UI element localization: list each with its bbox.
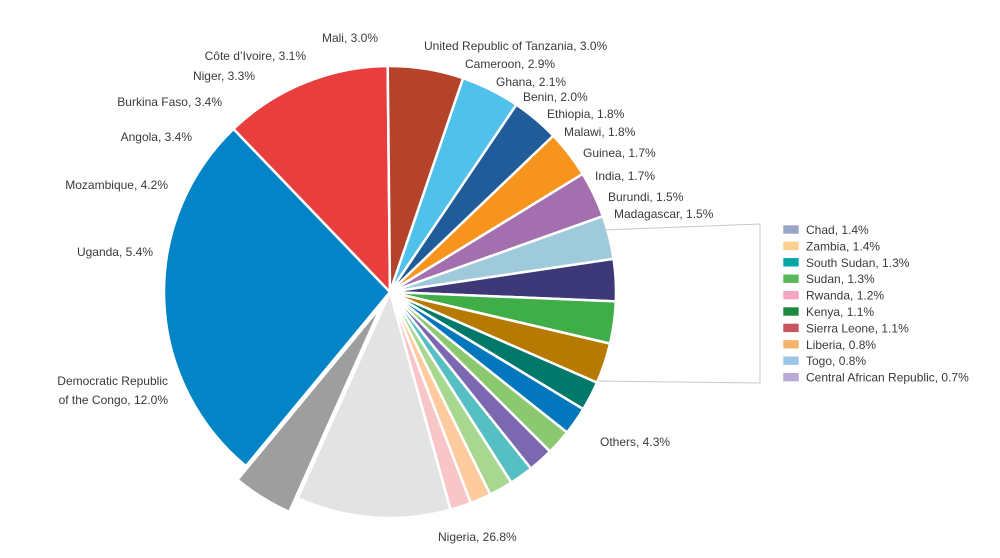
slice-label-angola: Angola, 3.4% bbox=[121, 130, 193, 144]
slice-label-uganda: Uganda, 5.4% bbox=[77, 245, 153, 259]
legend-label-liberia-0-8: Liberia, 0.8% bbox=[806, 338, 876, 352]
slice-label-cameroon: Cameroon, 2.9% bbox=[465, 57, 555, 71]
pie-slice-others bbox=[236, 304, 383, 514]
legend-swatch-liberia-0-8 bbox=[782, 339, 800, 350]
breakout-legend: Chad, 1.4% Zambia, 1.4% South Sudan, 1.3% S… bbox=[782, 223, 969, 385]
legend-swatch-zambia-1-4 bbox=[782, 241, 800, 251]
slice-label-democratic-republic-of-the-congo: Democratic Republic of the Congo, 12.0% bbox=[57, 374, 168, 407]
legend-swatch-south-sudan-1-3 bbox=[782, 257, 800, 268]
pie-slice-democratic-republic-of-the-congo bbox=[232, 64, 392, 294]
breakout-connector bbox=[597, 223, 761, 384]
slice-label-ethiopia: Ethiopia, 1.8% bbox=[547, 107, 625, 121]
legend-swatch-central-african-republic-0-7 bbox=[782, 372, 800, 382]
slice-label-burkina-faso: Burkina Faso, 3.4% bbox=[117, 95, 222, 109]
legend-swatch-rwanda-1-2 bbox=[782, 290, 800, 300]
legend-label-chad-1-4: Chad, 1.4% bbox=[806, 223, 869, 237]
slice-label-united-republic-of-tanzania: United Republic of Tanzania, 3.0% bbox=[424, 39, 608, 53]
slice-label-guinea: Guinea, 1.7% bbox=[583, 146, 656, 160]
legend-swatch-togo-0-8 bbox=[782, 355, 800, 366]
slice-labels: Nigeria, 26.8% Democratic Republic of the … bbox=[57, 31, 713, 544]
legend-swatch-chad-1-4 bbox=[782, 224, 800, 235]
legend-swatch-sierra-leone-1-1 bbox=[782, 323, 800, 333]
breakout-bracket bbox=[597, 223, 761, 384]
slice-label-nigeria: Nigeria, 26.8% bbox=[438, 530, 517, 544]
slice-label-burundi: Burundi, 1.5% bbox=[608, 190, 684, 204]
slice-label-madagascar: Madagascar, 1.5% bbox=[614, 207, 714, 221]
slice-label-mozambique: Mozambique, 4.2% bbox=[65, 178, 168, 192]
legend-label-south-sudan-1-3: South Sudan, 1.3% bbox=[806, 256, 910, 270]
legend-label-central-african-republic-0-7: Central African Republic, 0.7% bbox=[806, 371, 969, 385]
legend-label-sierra-leone-1-1: Sierra Leone, 1.1% bbox=[806, 321, 909, 335]
slice-label-ghana: Ghana, 2.1% bbox=[496, 75, 566, 89]
legend-label-sudan-1-3: Sudan, 1.3% bbox=[806, 272, 875, 286]
pie-slice-other-grouped bbox=[296, 290, 452, 520]
legend-label-kenya-1-1: Kenya, 1.1% bbox=[806, 305, 874, 319]
slice-label-niger: Niger, 3.3% bbox=[193, 69, 255, 83]
slice-label-c-te-d-ivoire: Côte d’Ivoire, 3.1% bbox=[205, 49, 307, 63]
legend-swatch-sudan-1-3 bbox=[782, 273, 800, 284]
legend-label-zambia-1-4: Zambia, 1.4% bbox=[806, 239, 880, 253]
legend-label-togo-0-8: Togo, 0.8% bbox=[806, 354, 866, 368]
slice-label-others: Others, 4.3% bbox=[600, 435, 670, 449]
pie-slice-nigeria bbox=[162, 127, 392, 468]
slice-label-india: India, 1.7% bbox=[595, 169, 655, 183]
slice-label-mali: Mali, 3.0% bbox=[322, 31, 378, 45]
legend-label-rwanda-1-2: Rwanda, 1.2% bbox=[806, 289, 884, 303]
legend-swatch-kenya-1-1 bbox=[782, 306, 800, 317]
slice-label-benin: Benin, 2.0% bbox=[523, 90, 588, 104]
slice-label-malawi: Malawi, 1.8% bbox=[564, 125, 636, 139]
pie-slices bbox=[162, 64, 618, 520]
